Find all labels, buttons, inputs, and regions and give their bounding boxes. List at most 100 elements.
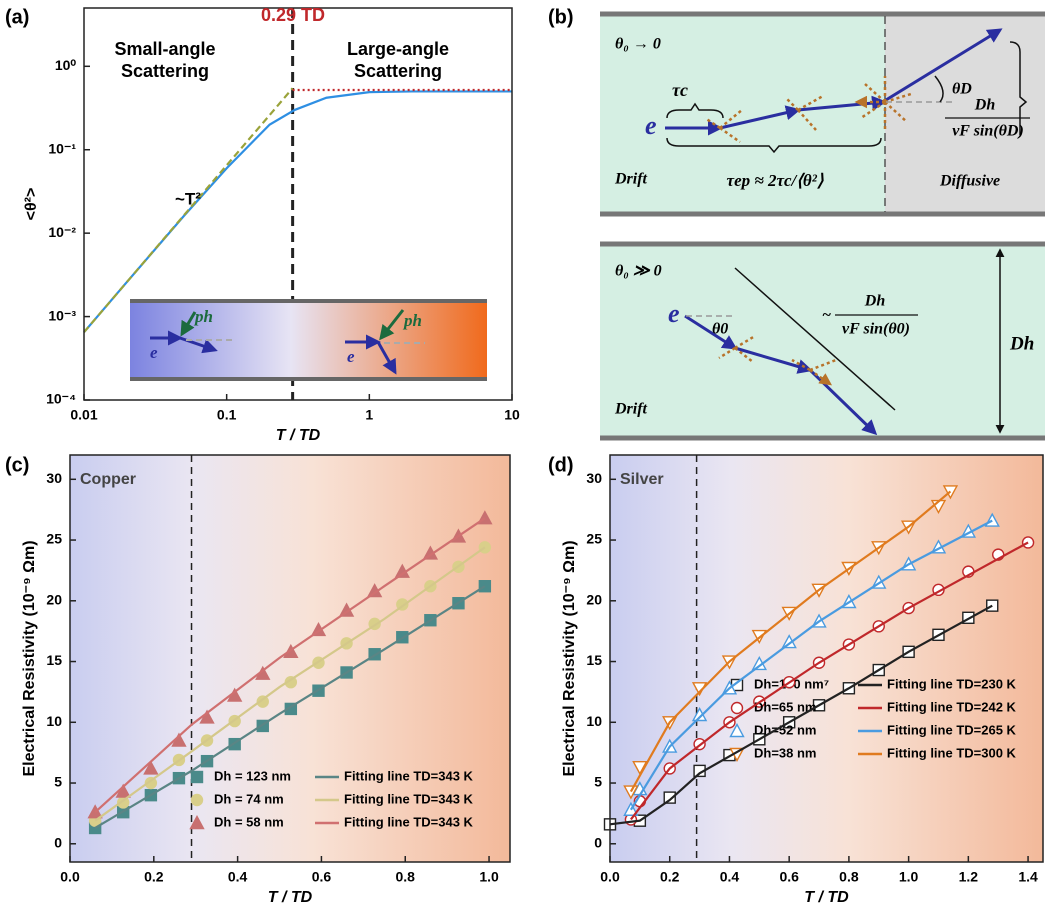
drift-region [600,14,885,214]
electron-path [734,346,813,374]
legend-swatch [189,815,205,830]
annotation: ~T² [175,189,201,208]
theta-d: θD [952,81,972,98]
y-tick-label: 30 [46,470,62,486]
vline-label: 0.29 TD [261,5,325,25]
y-tick-label: 20 [586,591,602,607]
x-tick-label: 1.2 [959,869,979,885]
marker [256,695,269,708]
legend-label: Fitting line TD=343 K [344,791,474,806]
legend-label: Dh=38 nm [754,745,817,760]
tau-ep: τep ≈ 2τc/⟨θ²⟩ [727,171,824,190]
annotation: Large-angle [347,39,449,59]
theta-0: θ0 [712,321,728,338]
plots: (a) 0.01 0.1 1 10 10⁻⁴ 10⁻³ 10⁻² 10⁻¹ 10⁰ T / TD <θ… [5,6,1044,906]
brace [1009,41,1028,135]
panel-label: (c) [5,454,29,476]
y-tick-label: 0 [54,834,62,850]
x-tick-label: 0.2 [660,869,680,885]
drift-label: Drift [614,401,648,418]
plot-frame [83,7,513,401]
marker [623,785,639,800]
fraction-num: Dh [974,97,996,114]
inset-label: e [150,343,158,362]
series-line [609,604,993,826]
x-tick-label: 0.6 [312,869,332,885]
legend-swatch [190,793,204,807]
legend-label: Fitting line TD=230 K [887,676,1017,691]
x-tick-label: 0.0 [600,869,620,885]
y-tick-label: 0 [594,834,602,850]
y-tick-label: 15 [46,652,62,668]
y-tick-label: 10 [46,713,62,729]
electron-path [684,314,738,350]
x-tick-label: 0.01 [70,407,97,423]
phonon-arrow [180,311,197,337]
x-axis-label: T / TD [276,427,321,444]
plot-frame [609,454,1044,863]
tilde: ~ [822,307,831,324]
phonon-arrow [379,309,405,341]
inset-label: ph [193,307,213,326]
x-tick-label: 0.4 [720,869,740,885]
tau-c: τc [672,80,688,100]
legend-label: Fitting line TD=265 K [887,722,1017,737]
annotation: Scattering [121,61,209,81]
x-tick-label: 0.0 [60,869,80,885]
y-axis-label: Electrical Resistivity (10⁻⁹ Ωm) [21,540,38,776]
plot-frame [69,454,511,863]
y-tick-label: 30 [586,470,602,486]
legend-label: Fitting line TD=343 K [344,814,474,829]
inset-label: ph [402,311,422,330]
x-tick-label: 1.4 [1018,869,1038,885]
condition: θ₀ ≫ 0 [615,263,662,280]
electron: e [668,299,680,328]
series-line [630,541,1029,821]
series-line [629,519,993,811]
series-line [94,517,486,814]
y-tick-label: 15 [586,652,602,668]
y-axis-label: Electrical Resistivity (10⁻⁹ Ωm) [561,540,578,776]
panel-label: (d) [548,454,574,476]
phonon-scatter [718,334,836,384]
marker [663,791,676,804]
legend-label: Fitting line TD=300 K [887,745,1017,760]
electron: e [645,111,657,140]
x-tick-label: 1 [365,407,373,423]
annotation: Scattering [354,61,442,81]
x-tick-label: 0.2 [144,869,164,885]
electron-path [719,105,801,130]
drift-label: Drift [614,171,648,188]
x-tick-label: 1.0 [899,869,919,885]
legend-label: Dh = 58 nm [214,814,284,829]
marker [143,760,159,775]
x-tick-label: 1.0 [479,869,499,885]
series-line [83,87,294,333]
legend-label: Dh = 123 nm [214,768,291,783]
y-axis-label: <θ²> [23,188,40,221]
legend-swatch [730,701,744,715]
inset-a: ph e ph e [130,299,487,381]
diagram-b: (b) θ₀ → 0 e τc Drift τep ≈ 2τc/⟨θ²⟩ Dif… [548,6,1045,441]
electron-arrow [376,341,397,375]
panel-label: (a) [5,6,29,28]
phonon-scatter [704,76,912,144]
drift-region [600,245,1045,438]
series-line [83,90,512,333]
series-line [94,546,486,822]
fraction-den: vF sin(θD) [952,123,1024,140]
y-tick-label: 25 [46,531,62,547]
electron-path [885,28,1003,102]
panel-label: (b) [548,6,574,28]
electron-arrow [179,336,218,354]
series-line [94,585,486,829]
y-tick-label: 10⁻¹ [48,140,76,156]
series-line [629,490,952,793]
height-label: Dh [1009,333,1034,354]
marker [144,776,158,790]
x-axis-label: T / TD [268,889,313,903]
legend-swatch [190,770,204,784]
y-tick-label: 5 [54,774,62,790]
x-tick-label: 0.1 [217,407,237,423]
